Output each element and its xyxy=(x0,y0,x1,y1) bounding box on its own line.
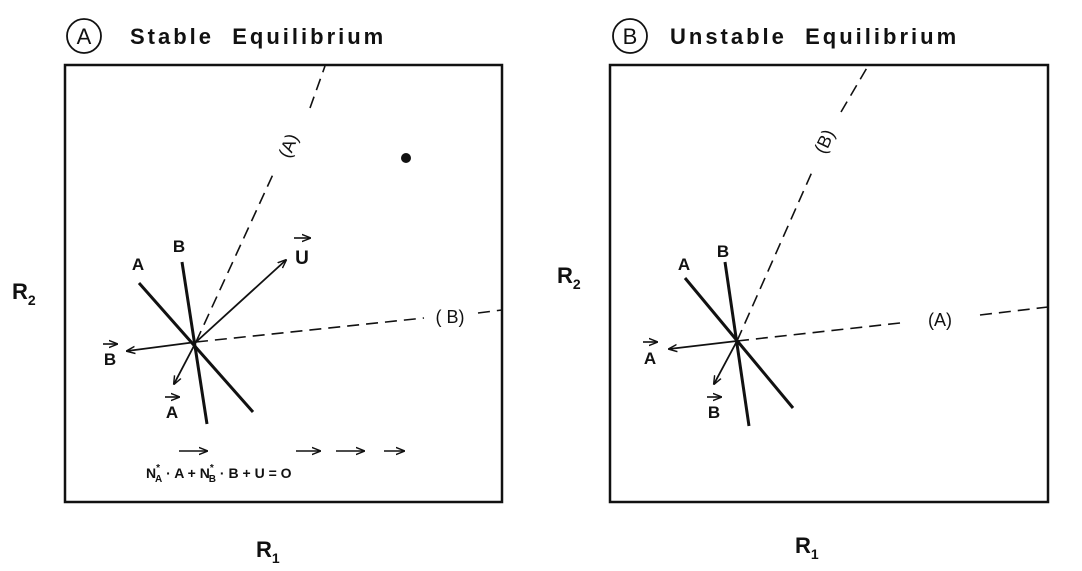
panel-b-isocline-b-label: B xyxy=(717,242,729,261)
panel-b-supply-line-a xyxy=(736,306,1049,342)
panel-a-supply-line-a xyxy=(195,65,326,343)
panel-a-vector-a-label: A xyxy=(165,397,179,422)
svg-text:A: A xyxy=(644,349,656,368)
panel-a-vector-b-label: B xyxy=(103,344,117,369)
panel-b-badge: B xyxy=(623,24,638,49)
panel-b-vector-a-label: A xyxy=(643,342,657,368)
panel-a-supply-a-label: (A) xyxy=(275,131,303,161)
panel-b-x-axis-label: R1 xyxy=(795,533,819,562)
panel-b-supply-b-label: (B) xyxy=(810,126,838,156)
panel-a-badge-circle xyxy=(66,18,102,54)
panel-a-equation: N* A · A + N* B · B + U = O xyxy=(146,463,292,485)
panel-a-isocline-b-label: B xyxy=(173,237,185,256)
panel-b: B Unstable Equilibrium R2 R1 (B) (A) A B… xyxy=(557,18,1050,562)
panel-a-vector-b xyxy=(127,341,197,351)
panel-a-badge: A xyxy=(77,24,92,49)
svg-text:A: A xyxy=(166,403,178,422)
panel-b-vector-b-label: B xyxy=(707,397,721,422)
panel-a-frame xyxy=(63,63,504,504)
panel-a-vector-u xyxy=(195,260,286,343)
panel-b-supply-line-b xyxy=(736,65,869,342)
panel-a: A Stable Equilibrium R2 R1 (A) ( B) A B … xyxy=(12,18,504,566)
svg-text:B: B xyxy=(708,403,720,422)
panel-b-badge-circle xyxy=(612,18,648,54)
panel-b-isocline-a-label: A xyxy=(678,255,690,274)
panel-a-title: Stable Equilibrium xyxy=(130,24,386,49)
panel-b-frame xyxy=(608,63,1050,504)
panel-a-supply-b-label: ( B) xyxy=(436,307,465,327)
panel-b-y-axis-label: R2 xyxy=(557,263,581,292)
panel-b-supply-a-label: (A) xyxy=(928,310,952,330)
panel-a-y-axis-label: R2 xyxy=(12,279,36,308)
panel-a-vector-a xyxy=(174,341,197,384)
panel-a-supply-line-b xyxy=(195,309,503,343)
panel-b-isocline-b xyxy=(723,261,751,427)
svg-text:U: U xyxy=(295,248,309,269)
panel-b-vector-b xyxy=(714,340,738,384)
svg-text:B: B xyxy=(104,350,116,369)
panel-b-vector-a xyxy=(669,340,738,349)
panel-a-dot xyxy=(401,153,411,163)
panel-a-isocline-a-label: A xyxy=(132,255,144,274)
panel-a-vector-u-label: U xyxy=(294,238,310,269)
panel-b-title: Unstable Equilibrium xyxy=(670,24,959,49)
panel-b-isocline-a xyxy=(683,277,795,409)
panel-a-x-axis-label: R1 xyxy=(256,537,280,566)
